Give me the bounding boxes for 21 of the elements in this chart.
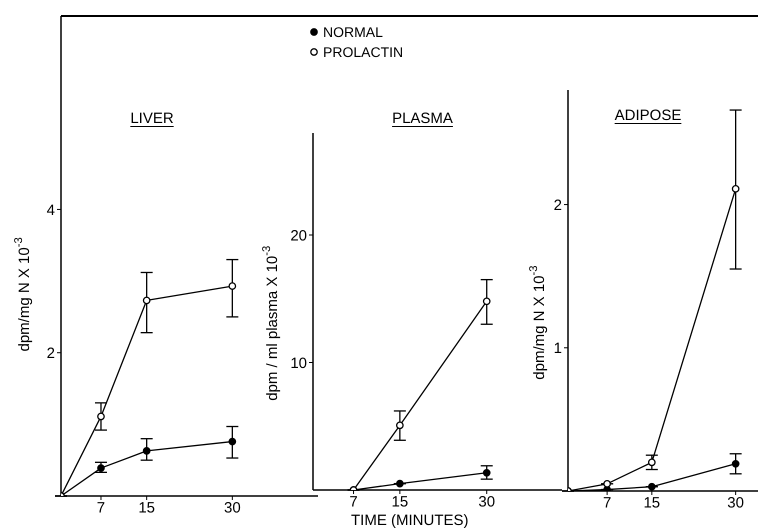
y-tick-label: 2 [554,196,562,214]
y-tick-label: 4 [46,202,55,219]
x-axis-title: TIME (MINUTES) [351,512,468,529]
x-tick-label: 15 [138,500,156,517]
text: ADIPOSE [614,107,682,124]
x-tick-label: 30 [224,500,241,517]
x-tick-label: 15 [643,494,660,512]
x-tick-label: 7 [96,500,106,517]
y-tick-label: 1 [554,340,562,358]
x-tick-label: 30 [478,494,496,511]
legend-label: PROLACTIN [323,44,404,60]
legend-label: NORMAL [323,24,383,40]
y-tick-label: 10 [290,354,307,372]
text: LIVER [129,110,175,127]
x-tick-label: 15 [392,494,408,511]
y-tick-label: 2 [46,345,55,362]
x-tick-label: 7 [349,494,358,511]
chart-title: PLASMA [391,110,454,127]
x-tick-label: 30 [727,494,744,512]
y-tick-label: 20 [290,227,307,244]
x-tick-label: 7 [602,494,612,512]
